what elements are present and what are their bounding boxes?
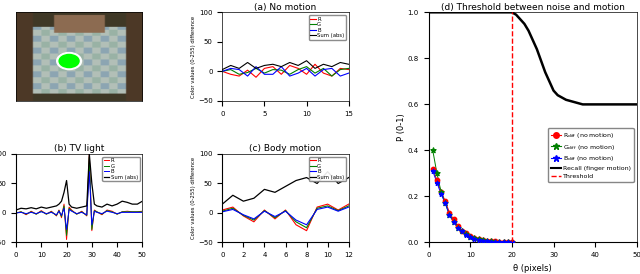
Point (436, 190, 446, 194)
Y-axis label: P (0-1): P (0-1) (397, 113, 406, 141)
Point (428, 148, 438, 153)
Point (490, 239, 500, 244)
Point (486, 239, 496, 244)
Point (474, 237, 484, 242)
Legend: R, G, B, Sum (abs): R, G, B, Sum (abs) (308, 157, 346, 181)
Y-axis label: Color values (0-255) difference: Color values (0-255) difference (191, 16, 196, 98)
Point (449, 217, 459, 222)
Point (444, 210, 454, 215)
Point (461, 231, 471, 235)
Point (440, 199, 451, 203)
Point (469, 236, 479, 241)
Point (499, 240, 509, 244)
Point (444, 213, 454, 217)
Point (449, 219, 459, 224)
Point (452, 225, 463, 230)
Point (507, 240, 517, 244)
Point (444, 213, 454, 217)
Point (432, 181, 442, 185)
Point (432, 178, 442, 182)
X-axis label: θ (pixels): θ (pixels) (513, 264, 552, 273)
Point (449, 219, 459, 224)
Point (457, 229, 467, 233)
Point (469, 236, 479, 240)
Point (486, 239, 496, 243)
Title: (c) Body motion: (c) Body motion (250, 144, 322, 153)
Point (477, 238, 488, 242)
Point (499, 240, 509, 244)
Point (457, 229, 467, 234)
Point (502, 240, 513, 244)
Point (461, 233, 471, 237)
Legend: R$_{\rm diff}$ (no motion), G$_{\rm diff}$ (no motion), B$_{\rm diff}$ (no motio: R$_{\rm diff}$ (no motion), G$_{\rm diff… (548, 128, 634, 182)
Legend: R, G, B, Sum (abs): R, G, B, Sum (abs) (102, 157, 140, 181)
Circle shape (56, 52, 82, 70)
Point (452, 224, 463, 229)
Point (494, 240, 504, 244)
Point (482, 239, 492, 243)
Point (436, 190, 446, 194)
Point (465, 235, 476, 239)
Point (465, 235, 476, 239)
Point (440, 201, 451, 206)
Title: (d) Threshold between noise and motion: (d) Threshold between noise and motion (441, 2, 625, 12)
Title: (b) TV light: (b) TV light (54, 144, 104, 153)
Point (465, 233, 476, 238)
Point (452, 225, 463, 230)
Y-axis label: Color values (0-255) difference: Color values (0-255) difference (191, 157, 196, 239)
Point (499, 239, 509, 244)
Point (502, 240, 513, 244)
Point (477, 238, 488, 242)
Point (474, 238, 484, 242)
Point (494, 239, 504, 244)
Point (432, 171, 442, 176)
Point (490, 239, 500, 244)
Point (440, 201, 451, 206)
Point (502, 240, 513, 244)
Point (507, 240, 517, 244)
Point (457, 229, 467, 234)
Point (494, 239, 504, 244)
Circle shape (58, 53, 81, 69)
Point (428, 167, 438, 171)
Point (428, 169, 438, 173)
Point (482, 239, 492, 243)
Point (482, 238, 492, 243)
Title: (a) No motion: (a) No motion (254, 2, 317, 12)
Point (436, 192, 446, 196)
Point (469, 236, 479, 241)
Point (490, 239, 500, 244)
Point (461, 232, 471, 237)
Legend: R, G, B, Sum (abs): R, G, B, Sum (abs) (308, 15, 346, 40)
Point (477, 238, 488, 243)
Point (474, 237, 484, 241)
Point (507, 240, 517, 244)
Point (486, 239, 496, 244)
